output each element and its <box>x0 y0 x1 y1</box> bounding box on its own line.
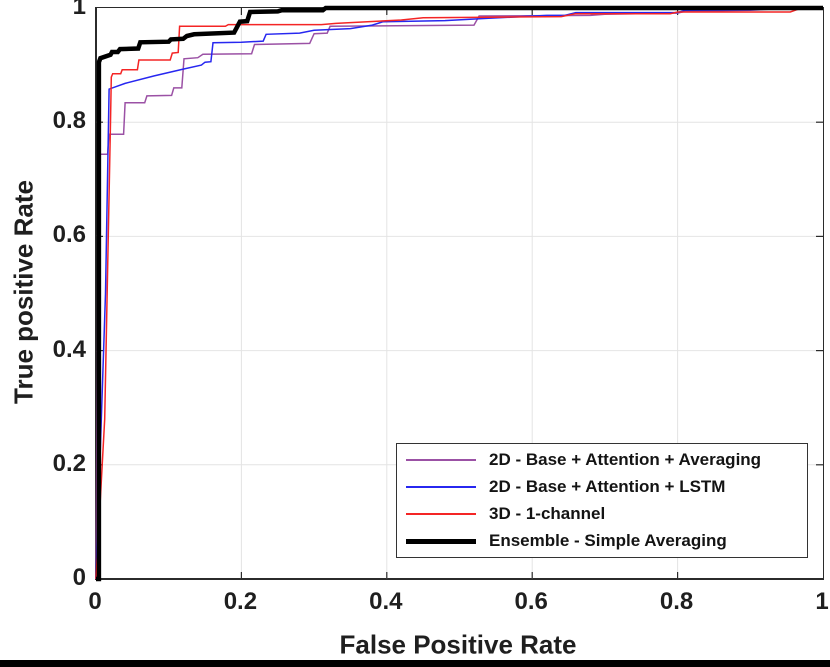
x-tick-label: 1 <box>815 588 829 615</box>
x-tick-label: 0 <box>88 588 102 615</box>
x-tick-label: 0.4 <box>369 588 403 615</box>
roc-curve <box>95 7 823 580</box>
roc-curve <box>95 7 823 580</box>
legend-label: Ensemble - Simple Averaging <box>489 531 727 550</box>
y-tick-label: 0.8 <box>52 107 86 135</box>
legend-line-swatch <box>406 513 476 515</box>
legend-row: 2D - Base + Attention + LSTM <box>397 474 807 501</box>
y-axis-label: True positive Rate <box>8 180 39 404</box>
y-tick-label: 0.4 <box>52 335 86 363</box>
y-tick-label: 1 <box>72 0 86 20</box>
legend-box: 2D - Base + Attention + Averaging 2D - Ba… <box>396 443 808 558</box>
y-tick-label: 0 <box>72 564 86 591</box>
legend-row: 2D - Base + Attention + Averaging <box>397 447 807 474</box>
x-tick-label: 0.8 <box>659 588 694 615</box>
legend-line-swatch <box>406 459 476 461</box>
legend-label: 2D - Base + Attention + LSTM <box>489 477 726 496</box>
x-tick-label: 0.2 <box>223 588 258 615</box>
y-tick-label: 0.2 <box>52 449 86 477</box>
x-tick-label: 0.6 <box>514 588 548 615</box>
roc-curve <box>96 5 823 582</box>
legend-row: 3D - 1-channel <box>397 501 807 528</box>
legend-label: 2D - Base + Attention + Averaging <box>489 450 762 469</box>
legend-row: Ensemble - Simple Averaging <box>397 528 807 555</box>
y-tick-label: 0.6 <box>52 221 86 249</box>
x-axis-label: False Positive Rate <box>339 629 577 660</box>
legend-label: 3D - 1-channel <box>489 504 606 523</box>
roc-chart-canvas <box>95 5 823 582</box>
legend-line-swatch <box>406 486 476 488</box>
footer-bar <box>0 660 830 667</box>
legend-line-swatch <box>406 538 476 544</box>
